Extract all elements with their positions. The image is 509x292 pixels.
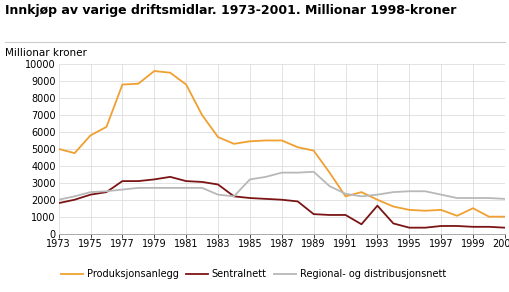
Sentralnett — [135, 179, 141, 183]
Sentralnett — [389, 222, 395, 225]
Regional- og distribusjonsnett — [342, 192, 348, 196]
Regional- og distribusjonsnett — [278, 171, 285, 174]
Sentralnett — [310, 212, 316, 216]
Produksjonsanlegg — [246, 140, 252, 143]
Regional- og distribusjonsnett — [246, 178, 252, 181]
Produksjonsanlegg — [262, 139, 268, 142]
Produksjonsanlegg — [151, 69, 157, 73]
Regional- og distribusjonsnett — [215, 193, 221, 197]
Regional- og distribusjonsnett — [71, 194, 77, 198]
Regional- og distribusjonsnett — [167, 186, 173, 190]
Regional- og distribusjonsnett — [453, 196, 459, 200]
Produksjonsanlegg — [453, 214, 459, 218]
Sentralnett — [231, 194, 237, 198]
Sentralnett — [88, 193, 94, 197]
Sentralnett — [55, 201, 62, 205]
Produksjonsanlegg — [437, 208, 443, 212]
Sentralnett — [199, 180, 205, 184]
Regional- og distribusjonsnett — [294, 171, 300, 174]
Produksjonsanlegg — [421, 209, 428, 213]
Sentralnett — [183, 179, 189, 183]
Sentralnett — [437, 224, 443, 228]
Line: Produksjonsanlegg: Produksjonsanlegg — [59, 71, 504, 217]
Regional- og distribusjonsnett — [326, 185, 332, 188]
Sentralnett — [501, 226, 507, 230]
Legend: Produksjonsanlegg, Sentralnett, Regional- og distribusjonsnett: Produksjonsanlegg, Sentralnett, Regional… — [61, 269, 445, 279]
Sentralnett — [151, 178, 157, 181]
Sentralnett — [469, 225, 475, 229]
Produksjonsanlegg — [406, 208, 412, 212]
Produksjonsanlegg — [374, 198, 380, 201]
Regional- og distribusjonsnett — [485, 196, 491, 200]
Produksjonsanlegg — [215, 135, 221, 139]
Text: Innkjøp av varige driftsmidlar. 1973-2001. Millionar 1998-kroner: Innkjøp av varige driftsmidlar. 1973-200… — [5, 4, 456, 18]
Regional- og distribusjonsnett — [119, 188, 125, 191]
Regional- og distribusjonsnett — [310, 170, 316, 173]
Regional- og distribusjonsnett — [183, 186, 189, 190]
Regional- og distribusjonsnett — [88, 190, 94, 194]
Regional- og distribusjonsnett — [199, 186, 205, 190]
Sentralnett — [485, 225, 491, 229]
Sentralnett — [294, 200, 300, 203]
Sentralnett — [71, 198, 77, 201]
Sentralnett — [215, 183, 221, 186]
Sentralnett — [421, 226, 428, 230]
Sentralnett — [342, 213, 348, 217]
Regional- og distribusjonsnett — [231, 194, 237, 198]
Produksjonsanlegg — [358, 190, 364, 194]
Text: Millionar kroner: Millionar kroner — [5, 48, 87, 58]
Regional- og distribusjonsnett — [374, 193, 380, 197]
Sentralnett — [326, 213, 332, 217]
Regional- og distribusjonsnett — [421, 190, 428, 193]
Sentralnett — [119, 179, 125, 183]
Sentralnett — [103, 190, 109, 194]
Produksjonsanlegg — [199, 113, 205, 117]
Regional- og distribusjonsnett — [389, 190, 395, 194]
Regional- og distribusjonsnett — [55, 198, 62, 201]
Sentralnett — [167, 175, 173, 179]
Sentralnett — [358, 223, 364, 226]
Produksjonsanlegg — [389, 205, 395, 208]
Produksjonsanlegg — [294, 145, 300, 149]
Sentralnett — [262, 197, 268, 201]
Regional- og distribusjonsnett — [151, 186, 157, 190]
Regional- og distribusjonsnett — [501, 197, 507, 201]
Regional- og distribusjonsnett — [437, 193, 443, 197]
Produksjonsanlegg — [342, 194, 348, 198]
Produksjonsanlegg — [167, 71, 173, 74]
Regional- og distribusjonsnett — [469, 196, 475, 200]
Regional- og distribusjonsnett — [358, 194, 364, 198]
Line: Regional- og distribusjonsnett: Regional- og distribusjonsnett — [59, 172, 504, 200]
Produksjonsanlegg — [501, 215, 507, 218]
Produksjonsanlegg — [135, 82, 141, 86]
Produksjonsanlegg — [119, 83, 125, 86]
Produksjonsanlegg — [326, 171, 332, 174]
Sentralnett — [278, 198, 285, 201]
Produksjonsanlegg — [55, 147, 62, 151]
Line: Sentralnett: Sentralnett — [59, 177, 504, 228]
Produksjonsanlegg — [71, 151, 77, 155]
Produksjonsanlegg — [88, 134, 94, 137]
Produksjonsanlegg — [103, 125, 109, 129]
Produksjonsanlegg — [183, 83, 189, 86]
Sentralnett — [246, 196, 252, 200]
Regional- og distribusjonsnett — [406, 190, 412, 193]
Sentralnett — [406, 226, 412, 230]
Regional- og distribusjonsnett — [135, 186, 141, 190]
Produksjonsanlegg — [231, 142, 237, 146]
Produksjonsanlegg — [278, 139, 285, 142]
Produksjonsanlegg — [310, 149, 316, 152]
Regional- og distribusjonsnett — [262, 175, 268, 179]
Regional- og distribusjonsnett — [103, 190, 109, 193]
Sentralnett — [374, 204, 380, 207]
Sentralnett — [453, 224, 459, 228]
Produksjonsanlegg — [485, 215, 491, 218]
Produksjonsanlegg — [469, 206, 475, 210]
